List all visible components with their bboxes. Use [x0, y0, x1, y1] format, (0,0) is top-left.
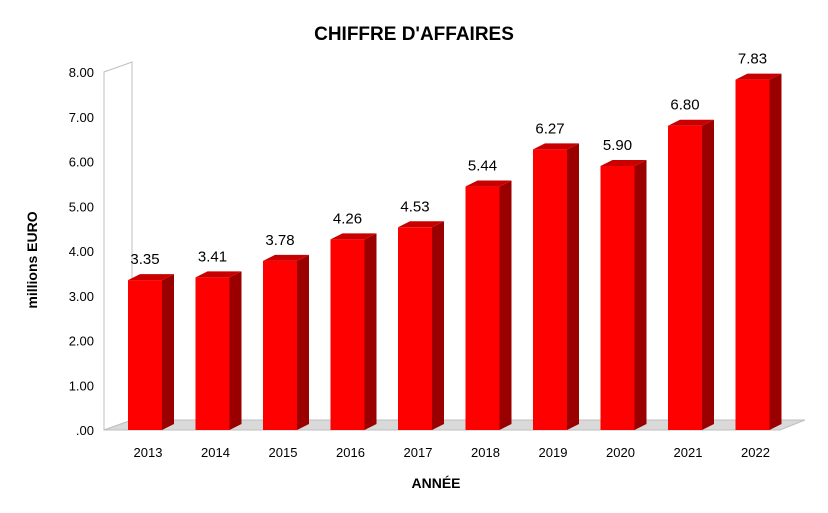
bar-top: [263, 254, 309, 261]
bar-front: [533, 149, 567, 431]
y-tick-label: 3.00: [69, 289, 94, 304]
bar: [398, 221, 444, 430]
bar-side: [229, 271, 242, 430]
x-tick-label: 2014: [201, 445, 230, 460]
bar-side: [364, 233, 377, 430]
bar-top: [668, 119, 714, 126]
y-tick-label: 2.00: [69, 334, 94, 349]
bar-front: [600, 165, 635, 430]
y-tick-label: 7.00: [69, 110, 94, 125]
x-tick-label: 2020: [606, 445, 635, 460]
bar-top: [398, 221, 444, 228]
data-label: 7.83: [738, 51, 767, 68]
y-axis-title: millions EURO: [24, 211, 40, 308]
y-tick-label: 5.00: [69, 199, 94, 214]
data-label: 3.78: [265, 232, 294, 249]
y-tick-label: 4.00: [69, 244, 94, 259]
data-label: 3.35: [130, 251, 159, 268]
data-label: 5.44: [468, 158, 497, 175]
y-tick-label: 1.00: [69, 378, 94, 393]
chart-title: CHIFFRE D'AFFAIRES: [314, 24, 514, 45]
bar-front: [668, 125, 702, 430]
x-tick-label: 2022: [741, 445, 770, 460]
bar-front: [735, 79, 770, 431]
bar-front: [195, 277, 230, 430]
x-tick-label: 2019: [539, 445, 568, 460]
bar: [263, 254, 309, 430]
bar-front: [263, 260, 297, 430]
x-tick-label: 2021: [674, 445, 703, 460]
bar-side: [567, 143, 579, 431]
data-label: 3.41: [198, 248, 227, 265]
bar-group: [128, 73, 782, 431]
bar-side: [769, 73, 782, 431]
bar: [735, 73, 782, 431]
bar-side: [499, 180, 512, 430]
bar-top: [330, 233, 377, 240]
x-tick-label: 2016: [336, 445, 365, 460]
x-tick-label: 2018: [471, 445, 500, 460]
data-label: 5.90: [603, 137, 632, 154]
x-tick-label: 2013: [134, 445, 163, 460]
y-tick-label: 8.00: [69, 65, 94, 80]
bar: [128, 274, 174, 430]
x-axis-ticks: 2013 2014 2015 2016 2017 2018 2019 2020 2021 2022: [134, 445, 770, 460]
bar-top: [128, 274, 174, 281]
bar: [668, 119, 714, 430]
bar-side: [702, 119, 714, 430]
bar-top: [600, 159, 647, 166]
y-axis-ticks: .00 1.00 2.00 3.00 4.00 5.00 6.00 7.00 8.00: [69, 65, 94, 438]
bar-side: [162, 274, 174, 430]
bar-side: [432, 221, 444, 430]
y-tick-label: 6.00: [69, 155, 94, 170]
bar-top: [735, 73, 782, 80]
bar: [465, 180, 512, 430]
bar-front: [398, 227, 432, 430]
back-wall: [103, 61, 133, 431]
bar-top: [533, 143, 579, 150]
data-label: 4.26: [333, 210, 362, 227]
bar: [600, 159, 647, 430]
bar-side: [634, 159, 647, 430]
x-axis-title: ANNÉE: [411, 475, 460, 491]
bar: [533, 143, 579, 431]
bar-top: [465, 180, 512, 187]
bar: [195, 271, 242, 430]
bar-front: [465, 186, 500, 430]
y-tick-label: .00: [76, 423, 94, 438]
bar: [330, 233, 377, 430]
bar-top: [195, 271, 242, 278]
x-tick-label: 2017: [404, 445, 433, 460]
data-label: 6.80: [670, 97, 699, 114]
bar-side: [297, 254, 309, 430]
bar-front: [128, 280, 162, 430]
data-label: 6.27: [535, 120, 564, 137]
x-tick-label: 2015: [269, 445, 298, 460]
data-labels: 3.35 3.41 3.78 4.26 4.53 5.44 6.27 5.90 6.80 7.83: [130, 51, 767, 268]
bar-front: [330, 239, 365, 430]
data-label: 4.53: [400, 198, 429, 215]
